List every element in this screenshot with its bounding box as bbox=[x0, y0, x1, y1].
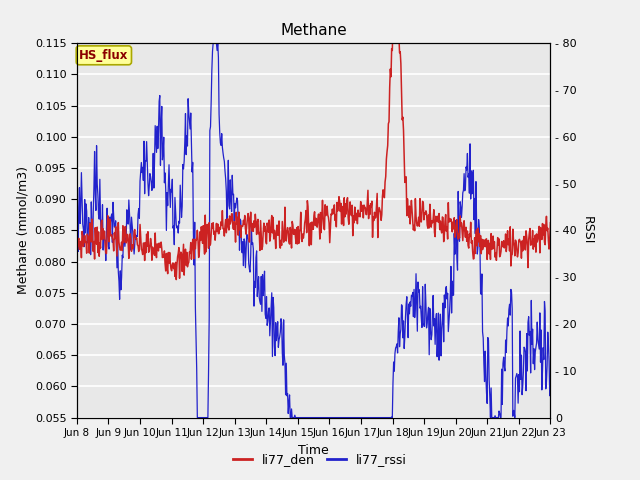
Text: HS_flux: HS_flux bbox=[79, 49, 129, 62]
Legend: li77_den, li77_rssi: li77_den, li77_rssi bbox=[228, 448, 412, 471]
Y-axis label: RSSI: RSSI bbox=[580, 216, 593, 245]
Y-axis label: Methane (mmol/m3): Methane (mmol/m3) bbox=[16, 167, 29, 294]
Title: Methane: Methane bbox=[280, 23, 347, 38]
X-axis label: Time: Time bbox=[298, 444, 329, 456]
